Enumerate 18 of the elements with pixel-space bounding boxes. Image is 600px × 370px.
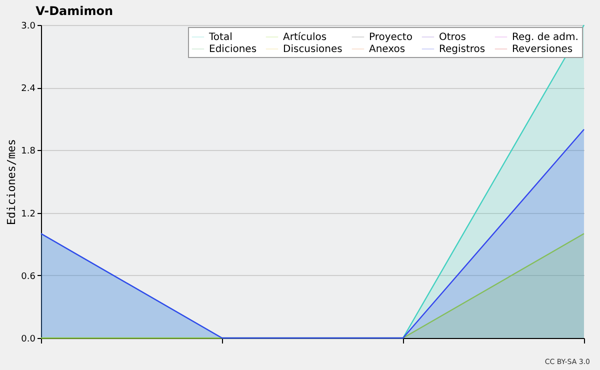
legend-label: Anexos (369, 44, 406, 55)
y-tick-label: 2.4 (21, 84, 36, 94)
legend-label: Otros (439, 32, 466, 43)
legend-label: Reg. de adm. (512, 32, 578, 43)
legend-label: Registros (439, 44, 486, 55)
y-tick-label: 0.6 (21, 272, 36, 282)
y-tick-label: 0.0 (21, 334, 36, 344)
chart-title: V-Damimon (36, 4, 114, 18)
y-tick-label: 3.0 (21, 22, 36, 32)
y-tick-label: 1.2 (21, 209, 36, 220)
legend-label: Discusiones (283, 44, 342, 55)
legend-label: Ediciones (209, 44, 257, 55)
legend-label: Artículos (283, 32, 327, 43)
legend-label: Proyecto (369, 32, 412, 43)
legend-label: Reversiones (512, 44, 573, 55)
legend-label: Total (208, 32, 232, 43)
y-axis-title: Ediciones/mes (5, 138, 18, 226)
y-tick-label: 1.8 (21, 146, 36, 157)
